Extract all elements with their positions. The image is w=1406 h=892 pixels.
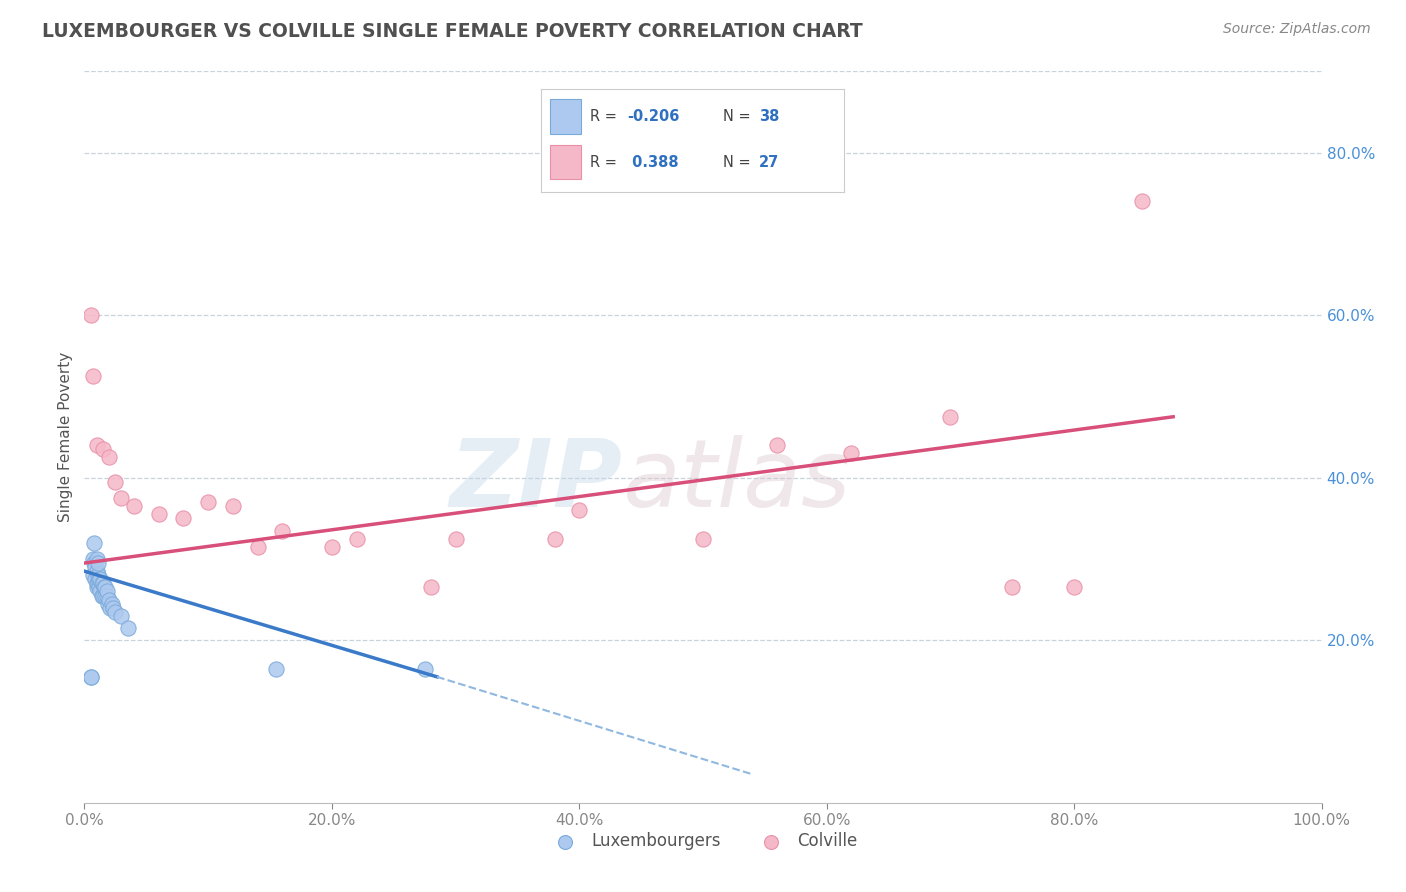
Point	[346, 532, 368, 546]
Point	[96, 589, 118, 603]
Text: 27: 27	[759, 154, 779, 169]
Point	[197, 495, 219, 509]
Point	[172, 511, 194, 525]
Point	[766, 438, 789, 452]
Point	[89, 572, 111, 586]
Text: 38: 38	[759, 110, 779, 124]
Point	[413, 662, 436, 676]
Text: Source: ZipAtlas.com: Source: ZipAtlas.com	[1223, 22, 1371, 37]
Point	[98, 600, 121, 615]
Point	[90, 576, 112, 591]
Text: -0.206: -0.206	[627, 110, 681, 124]
Point	[692, 532, 714, 546]
Point	[86, 576, 108, 591]
Point	[98, 450, 121, 465]
Point	[89, 581, 111, 595]
Point	[100, 597, 122, 611]
Bar	[550, 99, 581, 135]
Point	[104, 605, 127, 619]
Point	[86, 438, 108, 452]
Point	[91, 576, 114, 591]
Point	[91, 442, 114, 457]
Bar	[550, 145, 581, 179]
Point	[1130, 194, 1153, 209]
Text: atlas: atlas	[623, 435, 851, 526]
Y-axis label: Single Female Poverty: Single Female Poverty	[58, 352, 73, 522]
Point	[84, 572, 107, 586]
Point	[89, 584, 111, 599]
Text: R =: R =	[589, 110, 621, 124]
Point	[86, 552, 108, 566]
Legend: Luxembourgers, Colville: Luxembourgers, Colville	[541, 825, 865, 856]
Point	[79, 308, 101, 322]
Point	[101, 600, 124, 615]
Text: ZIP: ZIP	[450, 435, 623, 527]
Point	[568, 503, 591, 517]
Text: LUXEMBOURGER VS COLVILLE SINGLE FEMALE POVERTY CORRELATION CHART: LUXEMBOURGER VS COLVILLE SINGLE FEMALE P…	[42, 22, 863, 41]
Text: N =: N =	[723, 110, 755, 124]
Point	[110, 608, 132, 623]
Point	[93, 581, 115, 595]
Point	[83, 535, 105, 549]
Point	[543, 532, 565, 546]
Point	[117, 621, 139, 635]
Point	[271, 524, 294, 538]
Point	[104, 475, 127, 489]
Point	[89, 572, 111, 586]
Point	[939, 409, 962, 424]
Point	[841, 446, 863, 460]
Point	[79, 670, 101, 684]
Point	[94, 589, 117, 603]
Point	[264, 662, 287, 676]
Point	[246, 540, 269, 554]
Point	[1001, 581, 1024, 595]
Point	[96, 584, 118, 599]
Text: N =: N =	[723, 154, 755, 169]
Point	[110, 491, 132, 505]
Point	[83, 556, 105, 570]
Point	[444, 532, 467, 546]
Point	[419, 581, 441, 595]
Point	[79, 670, 101, 684]
Text: 0.388: 0.388	[627, 154, 679, 169]
Point	[86, 564, 108, 578]
Point	[122, 499, 145, 513]
Text: R =: R =	[589, 154, 621, 169]
Point	[87, 576, 110, 591]
Point	[82, 568, 104, 582]
Point	[222, 499, 245, 513]
Point	[94, 581, 117, 595]
Point	[82, 552, 104, 566]
Point	[321, 540, 343, 554]
Point	[82, 369, 104, 384]
Point	[148, 508, 170, 522]
Point	[84, 560, 107, 574]
Point	[86, 581, 108, 595]
Point	[87, 568, 110, 582]
Point	[91, 589, 114, 603]
Point	[1063, 581, 1085, 595]
Point	[98, 592, 121, 607]
Point	[87, 556, 110, 570]
Point	[97, 597, 120, 611]
Point	[90, 589, 112, 603]
